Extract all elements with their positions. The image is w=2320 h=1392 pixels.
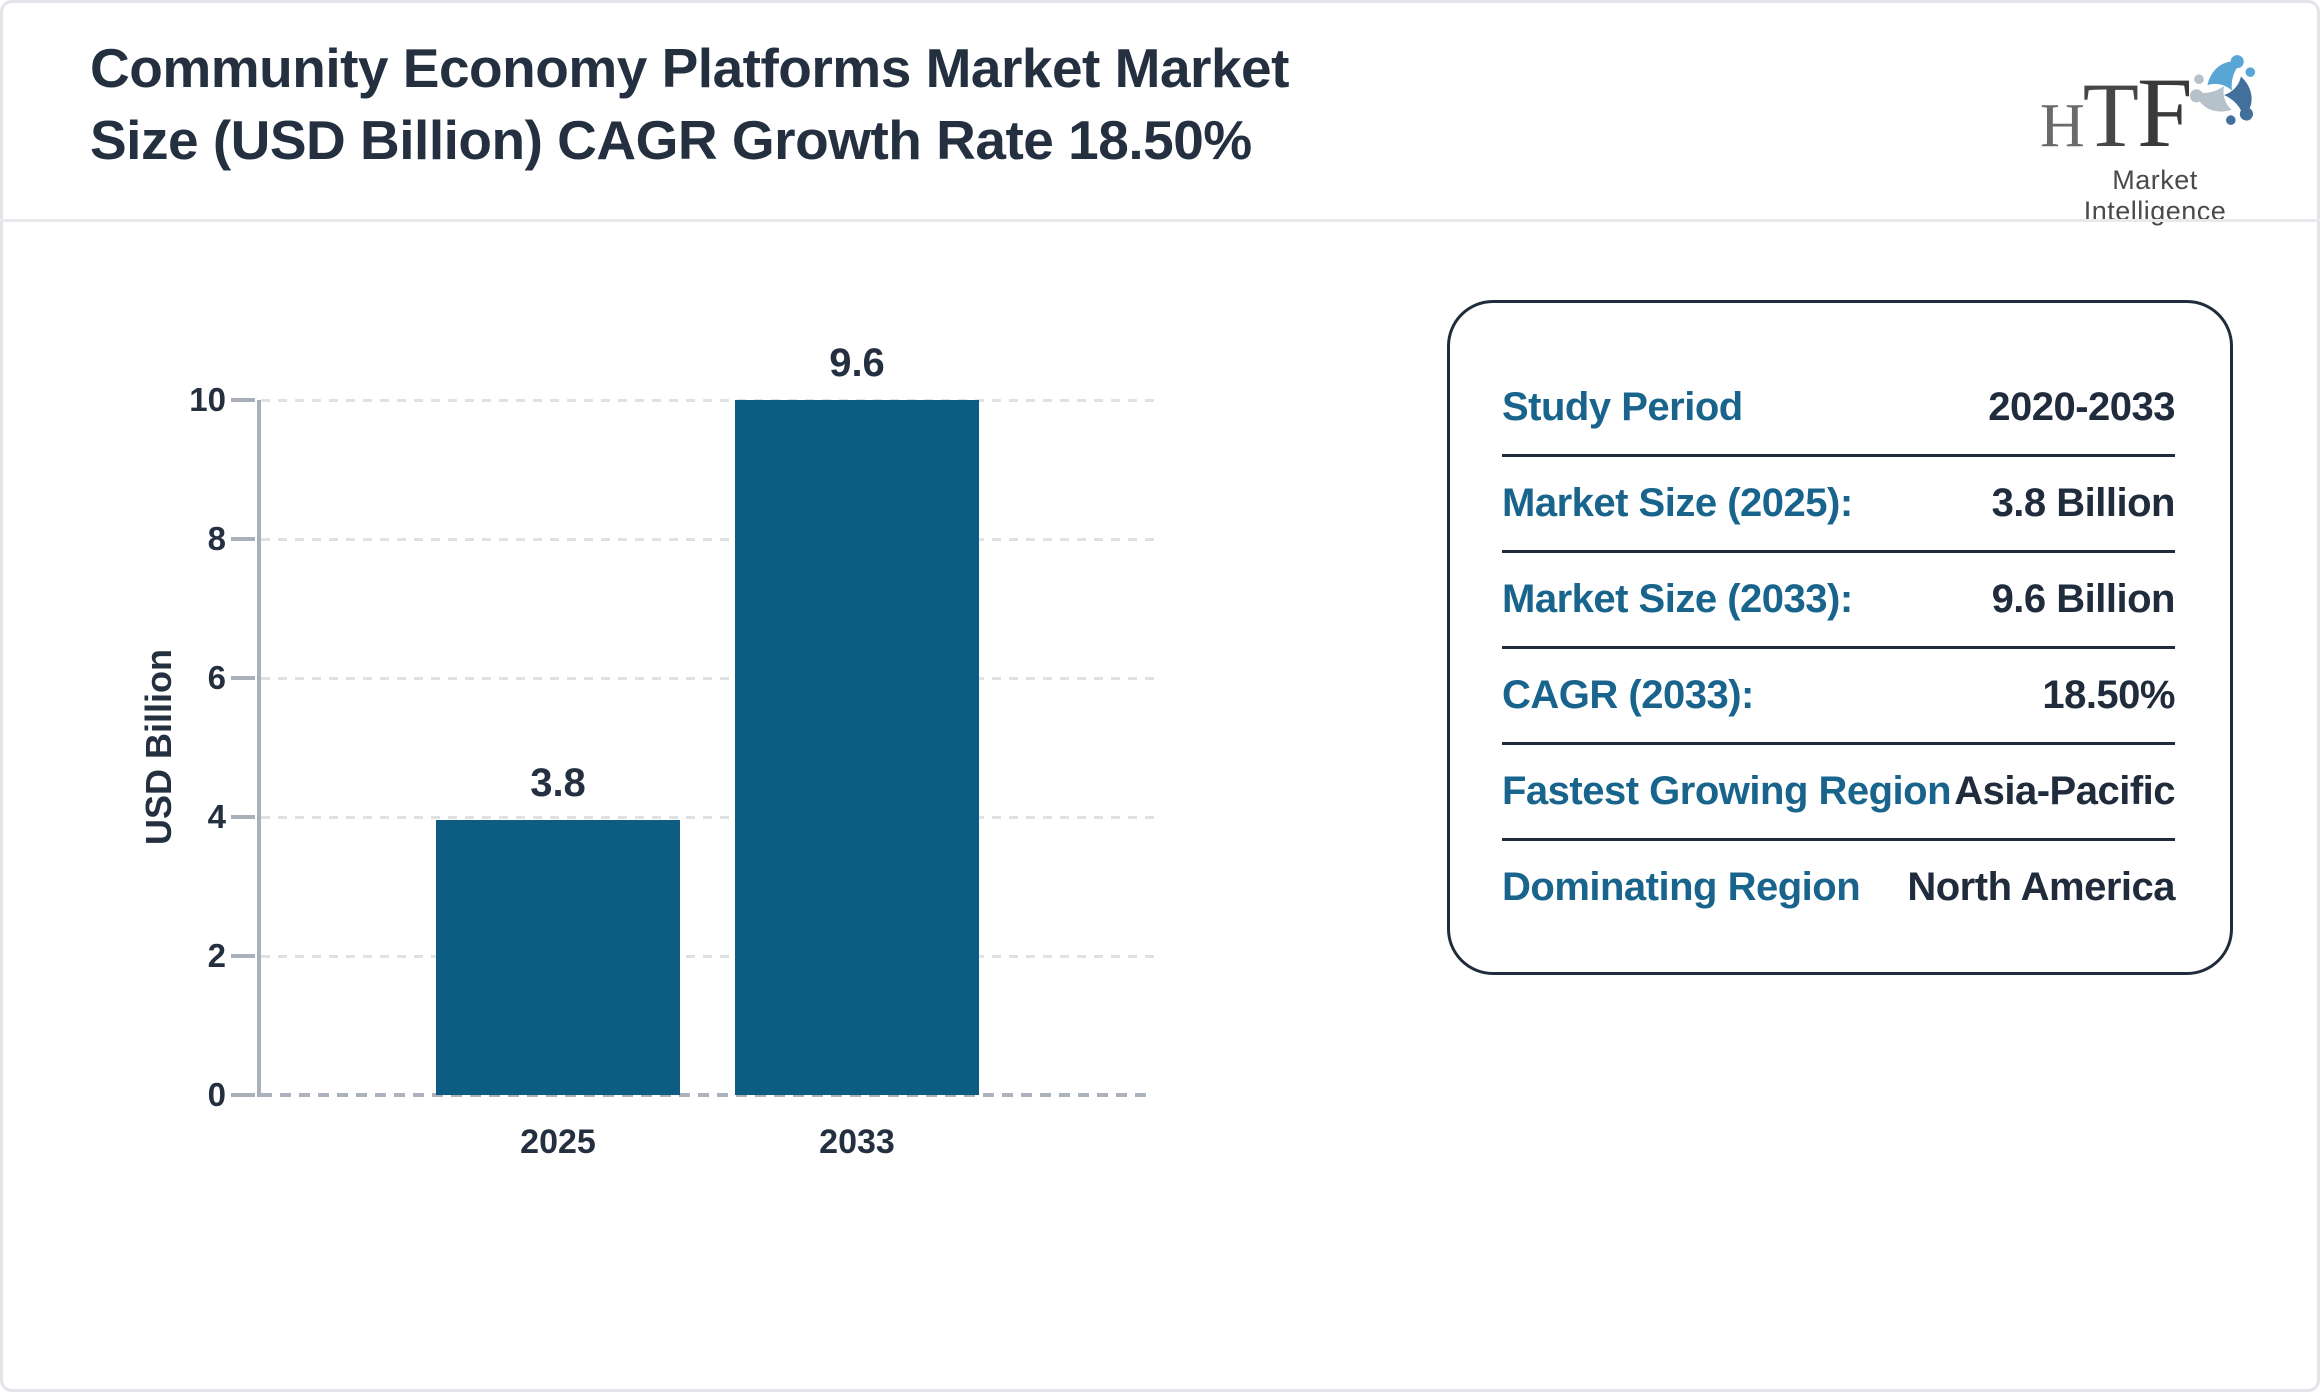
- y-tick-label: 6: [207, 659, 226, 696]
- y-tick-mark: [231, 954, 255, 958]
- bar-2033: [735, 400, 979, 1095]
- page-title: Community Economy Platforms Market Marke…: [90, 32, 1289, 176]
- y-tick-mark: [231, 1093, 255, 1097]
- info-row: Market Size (2033): 9.6 Billion: [1502, 553, 2176, 649]
- bar-value-label: 9.6: [829, 341, 885, 385]
- y-tick-mark: [231, 676, 255, 680]
- grid-line: [261, 538, 1154, 541]
- y-tick-mark: [231, 537, 255, 541]
- grid-line: [261, 816, 1154, 819]
- grid-line: [261, 955, 1154, 958]
- title-line-1: Community Economy Platforms Market Marke…: [90, 37, 1289, 99]
- info-row: Fastest Growing Region Asia-Pacific: [1502, 745, 2175, 841]
- info-label: Fastest Growing Region: [1502, 769, 1952, 813]
- info-row: CAGR (2033): 18.50%: [1502, 649, 2175, 745]
- htf-logo-wordmark: H T F: [2040, 28, 2270, 163]
- header: Community Economy Platforms Market Marke…: [0, 0, 2320, 226]
- grid-line: [261, 399, 1154, 402]
- info-value: Asia-Pacific: [1954, 769, 2175, 813]
- info-row: Dominating Region North America: [1502, 841, 2175, 934]
- x-tick-label: 2025: [520, 1123, 596, 1161]
- grid-line: [261, 677, 1154, 680]
- info-value: North America: [1907, 865, 2175, 909]
- y-tick-label: 10: [189, 381, 226, 418]
- info-value: 2020-2033: [1988, 385, 2175, 429]
- info-label: Study Period: [1502, 385, 1743, 429]
- info-panel: Study Period 2020-2033 Market Size (2025…: [1447, 300, 2233, 975]
- y-tick-label: 8: [207, 520, 226, 557]
- info-label: CAGR (2033):: [1502, 673, 1754, 717]
- bar-2025: [436, 819, 680, 1095]
- logo-letter-t: T: [2082, 64, 2139, 166]
- y-axis-label: USD Billion: [138, 649, 179, 845]
- info-value: 9.6 Billion: [1991, 577, 2176, 621]
- logo-subtext: Market Intelligence: [2083, 165, 2227, 226]
- info-label: Dominating Region: [1502, 865, 1861, 909]
- y-tick-mark: [231, 815, 255, 819]
- bar-value-label: 3.8: [530, 760, 586, 805]
- y-tick-label: 0: [207, 1076, 226, 1113]
- y-tick-label: 4: [207, 798, 226, 835]
- htf-logo-icon: [2182, 55, 2267, 133]
- info-row: Study Period 2020-2033: [1502, 361, 2175, 457]
- logo-letter-f: F: [2136, 57, 2193, 168]
- x-tick-label: 2033: [819, 1123, 895, 1161]
- info-label: Market Size (2033):: [1502, 577, 1853, 621]
- info-value: 18.50%: [2042, 673, 2175, 717]
- y-tick-label: 2: [207, 937, 226, 974]
- htf-logo: H T F Market Intelligence: [2040, 28, 2270, 227]
- info-row: Market Size (2025): 3.8 Billion: [1502, 457, 2176, 553]
- header-divider: [0, 219, 2320, 222]
- x-axis-line: [261, 1093, 1154, 1097]
- title-line-2: Size (USD Billion) CAGR Growth Rate 18.5…: [90, 109, 1252, 171]
- bar-chart: 0 2 4 6 8 10 3.8 2025 9.6 2033: [189, 341, 1154, 1161]
- y-tick-mark: [231, 398, 255, 402]
- logo-letter-h: H: [2040, 92, 2085, 160]
- info-label: Market Size (2025):: [1502, 481, 1853, 525]
- info-value: 3.8 Billion: [1991, 481, 2176, 525]
- y-axis-line: [257, 400, 261, 1097]
